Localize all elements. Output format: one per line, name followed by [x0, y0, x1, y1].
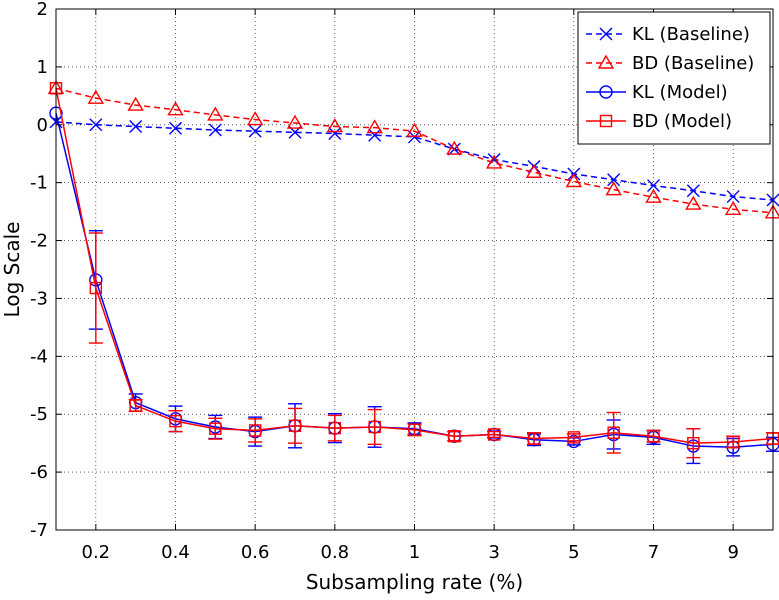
data-point — [169, 121, 182, 135]
legend-item: BD (Baseline) — [586, 53, 754, 74]
data-point — [647, 179, 660, 193]
data-point — [248, 124, 262, 138]
data-point — [525, 163, 543, 178]
legend-marker — [599, 114, 613, 128]
legend-label: BD (Baseline) — [632, 53, 754, 74]
legend-label: KL (Model) — [632, 82, 728, 103]
x-tick-label: 3 — [488, 542, 499, 563]
data-point — [724, 200, 742, 215]
series-kl-baseline — [49, 115, 779, 207]
x-tick-label: 5 — [568, 542, 579, 563]
legend-item: KL (Baseline) — [586, 24, 750, 45]
data-point — [645, 188, 662, 203]
legend-marker — [599, 85, 613, 99]
data-point — [87, 89, 105, 104]
y-tick-label: -6 — [30, 462, 48, 483]
data-point — [607, 426, 620, 439]
series-layer — [47, 79, 779, 465]
y-tick-label: -3 — [30, 288, 48, 309]
data-point — [605, 181, 622, 196]
axes: 0.2 0.4 0.6 0.8 1 3 5 7 9 2 1 0 -1 -2 -3 -4 -5 -6 -7 — [30, 0, 773, 563]
data-point — [527, 432, 541, 445]
legend-item: BD (Model) — [586, 111, 732, 132]
data-point — [567, 431, 581, 444]
data-point — [368, 128, 382, 142]
data-point — [209, 422, 222, 435]
data-point — [565, 173, 583, 188]
data-point — [687, 436, 700, 450]
x-tick-label: 9 — [727, 542, 738, 563]
y-tick-label: -5 — [30, 404, 48, 425]
series-line — [55, 88, 774, 444]
data-point — [448, 430, 461, 443]
data-point — [169, 414, 182, 428]
data-point — [248, 424, 262, 437]
legend-item: KL (Model) — [586, 82, 728, 103]
data-point — [726, 435, 740, 449]
data-point — [408, 423, 421, 437]
data-point — [208, 123, 222, 137]
y-axis-label: Log Scale — [0, 222, 24, 318]
data-point — [406, 122, 423, 137]
data-point — [366, 119, 383, 134]
x-tick-label: 0.2 — [82, 542, 111, 563]
data-point — [167, 101, 184, 116]
y-tick-label: -4 — [30, 346, 48, 367]
x-tick-label: 1 — [409, 542, 420, 563]
legend-label: KL (Baseline) — [632, 24, 750, 45]
data-point — [326, 118, 344, 133]
series-bd-baseline — [47, 79, 779, 219]
data-point — [129, 120, 143, 134]
data-point — [647, 430, 660, 443]
data-point — [685, 195, 702, 210]
y-tick-label: -1 — [30, 173, 48, 194]
data-point — [446, 140, 463, 155]
data-point — [607, 173, 621, 187]
data-point — [288, 419, 302, 432]
legend-marker — [599, 27, 613, 41]
y-tick-label: -7 — [30, 520, 48, 541]
series-line — [55, 87, 774, 214]
data-point — [328, 421, 342, 435]
data-point — [686, 184, 700, 198]
data-point — [328, 126, 342, 140]
data-point — [89, 118, 103, 132]
data-point — [89, 281, 103, 295]
data-point — [207, 106, 224, 121]
x-tick-label: 0.6 — [241, 542, 270, 563]
data-point — [408, 130, 421, 144]
legend-marker — [597, 54, 615, 69]
data-point — [246, 111, 264, 126]
x-tick-label: 0.4 — [161, 542, 190, 563]
data-point — [127, 96, 144, 111]
legend: KL (Baseline) BD (Baseline) KL (Model) BD (… — [577, 11, 771, 145]
x-tick-label: 7 — [648, 542, 659, 563]
data-point — [286, 114, 304, 129]
x-axis-label: Subsampling rate (%) — [306, 570, 523, 594]
x-tick-label: 0.8 — [321, 542, 350, 563]
y-tick-label: -2 — [30, 231, 48, 252]
legend-label: BD (Model) — [632, 111, 732, 132]
y-tick-label: 2 — [37, 0, 48, 20]
data-point — [487, 428, 501, 441]
y-tick-label: 0 — [37, 115, 48, 136]
data-point — [368, 420, 381, 434]
y-tick-label: 1 — [37, 57, 48, 78]
data-point — [129, 399, 142, 412]
data-point — [485, 154, 503, 169]
data-point — [726, 190, 740, 204]
